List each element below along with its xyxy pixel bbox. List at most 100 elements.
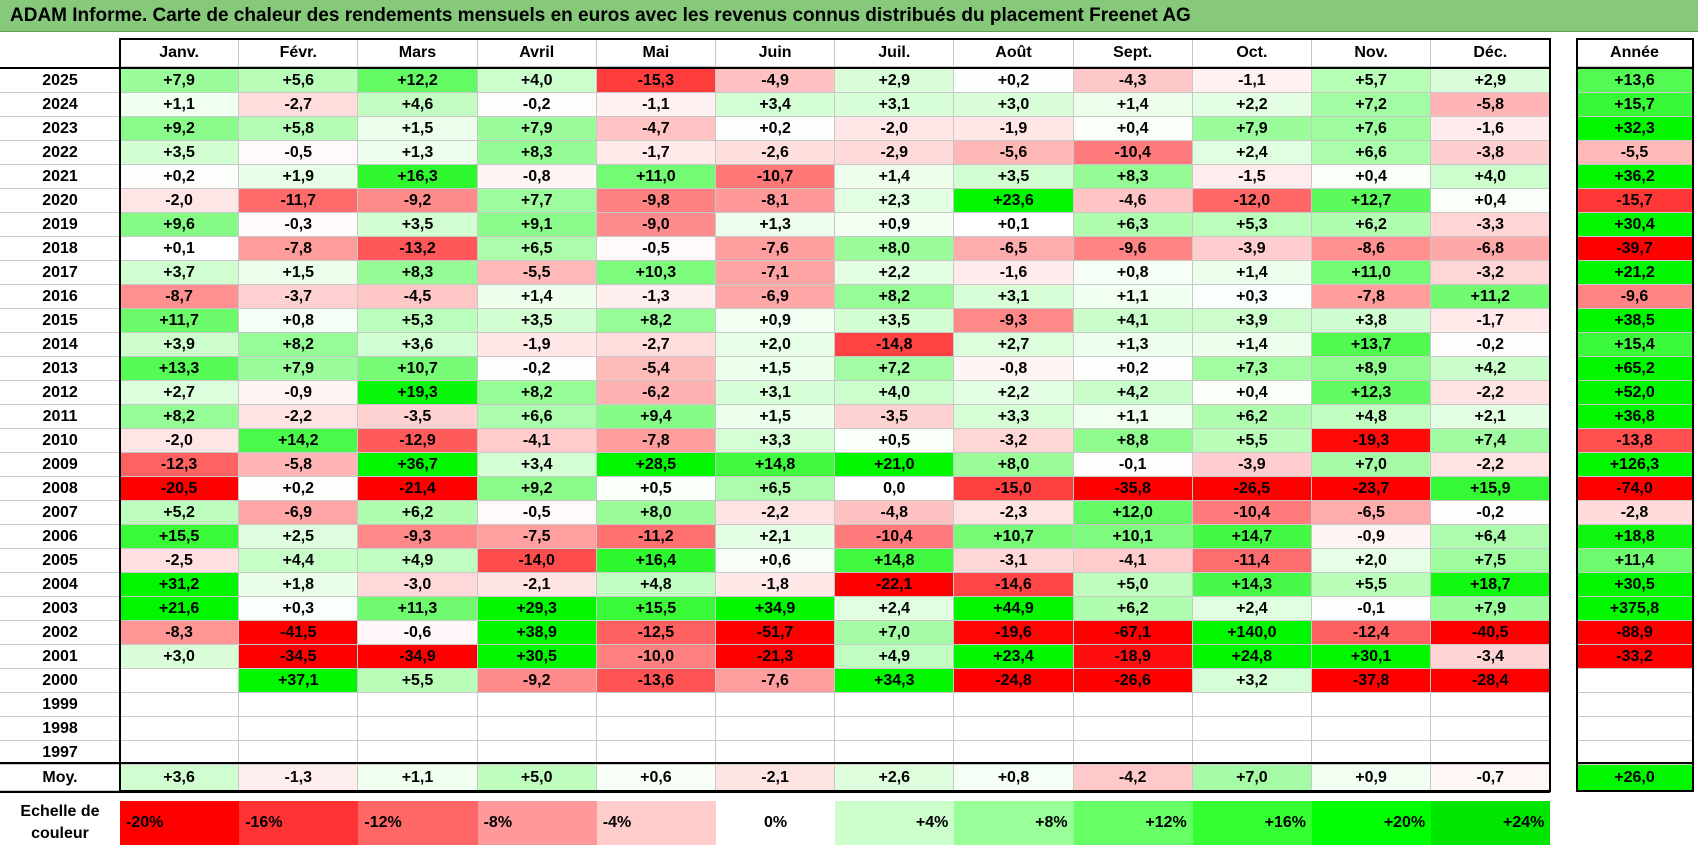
heatmap-cell: +1,3 <box>1073 333 1193 357</box>
heatmap-cell: -0,1 <box>1073 453 1193 477</box>
heatmap-cell: -8,7 <box>120 285 240 309</box>
average-cell: -1,3 <box>239 765 359 791</box>
heatmap-cell: +0,9 <box>716 309 836 333</box>
average-cell: -0,7 <box>1431 765 1551 791</box>
annual-cell: +126,3 <box>1577 453 1693 477</box>
heatmap-cell: -3,4 <box>1431 645 1551 669</box>
heatmap-cell: +140,0 <box>1192 621 1312 645</box>
year-label: 2013 <box>0 357 120 381</box>
heatmap-cell: +0,4 <box>1192 381 1312 405</box>
annual-cell: +15,4 <box>1577 333 1693 357</box>
heatmap-cell: +5,5 <box>358 669 478 693</box>
heatmap-cell: -0,5 <box>596 237 716 261</box>
heatmap-cell: -3,5 <box>358 405 478 429</box>
annual-cell: -88,9 <box>1577 621 1693 645</box>
heatmap-cell: -40,5 <box>1431 621 1551 645</box>
heatmap-cell <box>239 741 359 765</box>
annual-cell: -39,7 <box>1577 237 1693 261</box>
heatmap-cell: +36,7 <box>358 453 478 477</box>
heatmap-cell: -8,6 <box>1312 237 1432 261</box>
heatmap-cell: -1,8 <box>716 573 836 597</box>
heatmap-cell: -1,1 <box>1192 69 1312 93</box>
heatmap-cell: +0,8 <box>1073 261 1193 285</box>
heatmap-cell: -10,4 <box>835 525 955 549</box>
heatmap-cell: -14,6 <box>954 573 1074 597</box>
annual-cell: +30,5 <box>1577 573 1693 597</box>
heatmap-cell: +38,9 <box>477 621 597 645</box>
heatmap-cell: -2,0 <box>835 117 955 141</box>
heatmap-cell: -37,8 <box>1312 669 1432 693</box>
heatmap-cell: +8,3 <box>358 261 478 285</box>
heatmap-cell: -28,4 <box>1431 669 1551 693</box>
year-label: 2024 <box>0 93 120 117</box>
heatmap-cell <box>596 693 716 717</box>
heatmap-cell: +12,7 <box>1312 189 1432 213</box>
average-divider <box>0 762 1551 764</box>
annual-cell <box>1577 741 1693 765</box>
heatmap-cell: -0,1 <box>1312 597 1432 621</box>
heatmap-cell: +1,5 <box>716 405 836 429</box>
heatmap-cell: +9,4 <box>596 405 716 429</box>
heatmap-cell: +1,4 <box>1073 93 1193 117</box>
heatmap-cell: -4,1 <box>477 429 597 453</box>
heatmap-cell: +37,1 <box>239 669 359 693</box>
heatmap-cell: +3,4 <box>716 93 836 117</box>
heatmap-cell: +3,5 <box>120 141 240 165</box>
annual-cell: +11,4 <box>1577 549 1693 573</box>
heatmap-cell: +0,4 <box>1431 189 1551 213</box>
heatmap-cell: -3,5 <box>835 405 955 429</box>
heatmap-cell: -0,8 <box>954 357 1074 381</box>
heatmap-cell <box>120 693 240 717</box>
heatmap-cell: +1,8 <box>239 573 359 597</box>
heatmap-cell <box>716 693 836 717</box>
heatmap-cell: +0,4 <box>1073 117 1193 141</box>
annual-cell <box>1577 693 1693 717</box>
heatmap-cell: -5,4 <box>596 357 716 381</box>
heatmap-cell: -19,6 <box>954 621 1074 645</box>
heatmap-cell: -11,2 <box>596 525 716 549</box>
heatmap-cell: +4,0 <box>477 69 597 93</box>
heatmap-cell: -7,5 <box>477 525 597 549</box>
heatmap-cell: +8,2 <box>239 333 359 357</box>
legend-swatch: -16% <box>239 801 359 845</box>
heatmap-cell: +0,2 <box>954 69 1074 93</box>
heatmap-cell: -0,2 <box>477 357 597 381</box>
year-label: 2009 <box>0 453 120 477</box>
year-label: 2018 <box>0 237 120 261</box>
heatmap-cell <box>358 717 478 741</box>
heatmap-cell: +3,3 <box>716 429 836 453</box>
heatmap-cell <box>477 693 597 717</box>
annual-cell: -9,6 <box>1577 285 1693 309</box>
heatmap-cell: +1,9 <box>239 165 359 189</box>
heatmap-cell: -10,7 <box>716 165 836 189</box>
heatmap-cell: +7,2 <box>1312 93 1432 117</box>
heatmap-cell: +18,7 <box>1431 573 1551 597</box>
heatmap-cell: -8,3 <box>120 621 240 645</box>
heatmap-cell: -15,0 <box>954 477 1074 501</box>
heatmap-cell: +7,6 <box>1312 117 1432 141</box>
average-bottom-line <box>0 791 1551 793</box>
heatmap-cell: -4,7 <box>596 117 716 141</box>
heatmap-cell: -12,9 <box>358 429 478 453</box>
heatmap-cell: +5,5 <box>1312 573 1432 597</box>
legend-label: Echelle de couleur <box>20 803 100 842</box>
column-header: Août <box>954 39 1074 67</box>
heatmap-cell: -2,0 <box>120 189 240 213</box>
heatmap-cell: -41,5 <box>239 621 359 645</box>
average-cell: -2,1 <box>716 765 836 791</box>
legend-swatch: +24% <box>1431 801 1551 845</box>
heatmap-cell: +7,4 <box>1431 429 1551 453</box>
heatmap-cell: +3,6 <box>358 333 478 357</box>
heatmap-cell: +3,9 <box>1192 309 1312 333</box>
heatmap-cell: +2,2 <box>1192 93 1312 117</box>
heatmap-cell: +24,8 <box>1192 645 1312 669</box>
heatmap-cell: +6,2 <box>1312 213 1432 237</box>
heatmap-cell: -1,5 <box>1192 165 1312 189</box>
heatmap-cell: -4,1 <box>1073 549 1193 573</box>
heatmap-cell: -13,6 <box>596 669 716 693</box>
heatmap-cell: +0,6 <box>716 549 836 573</box>
annual-cell <box>1577 669 1693 693</box>
average-annual-cell: +26,0 <box>1577 765 1693 791</box>
heatmap-cell: +6,5 <box>716 477 836 501</box>
legend-swatch: -20% <box>120 801 240 845</box>
